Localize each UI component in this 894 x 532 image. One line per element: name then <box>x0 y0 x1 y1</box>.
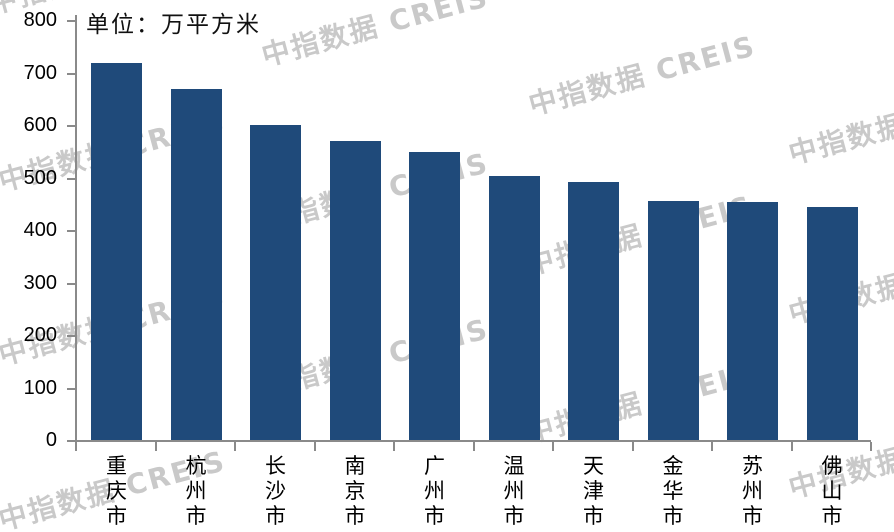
x-axis-tick <box>393 442 395 451</box>
unit-label: 单位：万平方米 <box>86 12 261 38</box>
bar-广州市 <box>409 152 460 441</box>
bar-长沙市 <box>250 124 301 441</box>
y-axis-tick <box>67 177 75 180</box>
bar-佛山市 <box>806 207 858 441</box>
x-axis-tick <box>631 442 634 451</box>
bar-杭州市 <box>170 89 222 441</box>
y-axis-tick <box>67 125 75 127</box>
y-axis-label: 800 <box>23 9 57 31</box>
x-axis-label: 苏 州 市 <box>742 454 763 528</box>
y-axis-label: 300 <box>23 271 57 294</box>
x-axis-label: 佛 山 市 <box>821 454 843 528</box>
x-axis-line <box>75 440 871 442</box>
bar-南京市 <box>329 140 381 441</box>
x-axis-label: 南 京 市 <box>344 454 366 528</box>
y-axis-label: 400 <box>23 219 57 241</box>
x-axis-label: 重 庆 市 <box>106 454 127 528</box>
x-axis-tick <box>711 442 713 451</box>
x-axis-label: 杭 州 市 <box>185 454 207 528</box>
x-axis-tick <box>75 442 77 451</box>
x-axis-tick <box>790 442 793 451</box>
bar-金华市 <box>647 200 699 441</box>
y-axis-tick <box>67 335 75 337</box>
y-axis-label: 100 <box>23 376 57 399</box>
y-axis-label: 600 <box>23 114 57 136</box>
x-axis-label: 长 沙 市 <box>265 454 286 528</box>
y-axis-label: 200 <box>23 324 57 346</box>
x-axis-tick <box>552 442 554 451</box>
y-axis-line <box>75 15 77 442</box>
x-axis-tick <box>154 442 157 451</box>
x-axis-tick <box>234 442 236 451</box>
x-axis-tick <box>870 442 872 451</box>
y-axis-label: 700 <box>23 61 57 84</box>
bar-天津市 <box>568 182 619 441</box>
x-axis-label: 金 华 市 <box>662 454 684 528</box>
bar-温州市 <box>488 175 540 441</box>
bar-重庆市 <box>91 63 142 441</box>
y-axis-tick <box>67 72 75 75</box>
x-axis-tick <box>313 442 316 451</box>
x-axis-label: 天 津 市 <box>583 454 604 528</box>
y-axis-tick <box>67 440 75 442</box>
y-axis-tick <box>67 20 75 22</box>
bar-苏州市 <box>727 202 778 441</box>
x-axis-tick <box>472 442 475 451</box>
y-axis-label: 500 <box>23 166 57 189</box>
x-axis-label: 广 州 市 <box>424 454 445 528</box>
x-axis-label: 温 州 市 <box>503 454 525 528</box>
y-axis-label: 0 <box>45 429 57 451</box>
y-axis-tick <box>67 282 75 285</box>
y-axis-tick <box>67 387 75 390</box>
y-axis-tick <box>67 230 75 232</box>
